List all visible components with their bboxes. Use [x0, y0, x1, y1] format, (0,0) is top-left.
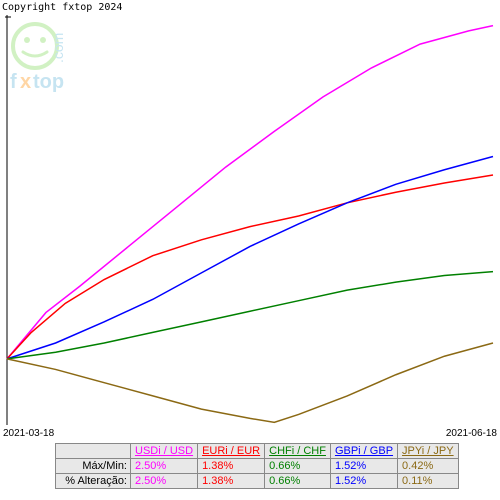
- legend-header-cell: CHFi / CHF: [265, 444, 331, 459]
- series-line: [7, 175, 493, 359]
- date-start: 2021-03-18: [3, 428, 54, 439]
- legend-header-cell: EURi / EUR: [198, 444, 265, 459]
- legend-header-link[interactable]: JPYi / JPY: [402, 445, 454, 457]
- legend-header-link[interactable]: GBPi / GBP: [335, 445, 393, 457]
- legend-header-cell: GBPi / GBP: [330, 444, 397, 459]
- legend-table: USDi / USD EURi / EUR CHFi / CHF GBPi / GBP…: [55, 443, 459, 489]
- series-line: [7, 272, 493, 359]
- legend-header-cell: USDi / USD: [131, 444, 198, 459]
- legend-header-link[interactable]: EURi / EUR: [202, 445, 260, 457]
- date-end: 2021-06-18: [446, 428, 497, 439]
- legend-header-link[interactable]: CHFi / CHF: [269, 445, 326, 457]
- legend-row-label: % Alteração:: [56, 474, 131, 489]
- legend-value-cell: 1.38%: [198, 459, 265, 474]
- series-line: [7, 26, 493, 359]
- legend-value-cell: 0.66%: [265, 459, 331, 474]
- legend-value-cell: 1.52%: [330, 474, 397, 489]
- series-line: [7, 343, 493, 422]
- legend-value-cell: 0.11%: [398, 474, 459, 489]
- legend-value-cell: 2.50%: [131, 459, 198, 474]
- legend-value-cell: 1.52%: [330, 459, 397, 474]
- legend-value-cell: 0.66%: [265, 474, 331, 489]
- legend-value-cell: 2.50%: [131, 474, 198, 489]
- legend-row-label: Máx/Min:: [56, 459, 131, 474]
- legend-header-cell: JPYi / JPY: [398, 444, 459, 459]
- legend-value-cell: 1.38%: [198, 474, 265, 489]
- line-chart: [5, 15, 495, 425]
- legend-corner: [56, 444, 131, 459]
- copyright-text: Copyright fxtop 2024: [2, 2, 122, 13]
- legend-value-cell: 0.42%: [398, 459, 459, 474]
- legend-header-link[interactable]: USDi / USD: [135, 445, 193, 457]
